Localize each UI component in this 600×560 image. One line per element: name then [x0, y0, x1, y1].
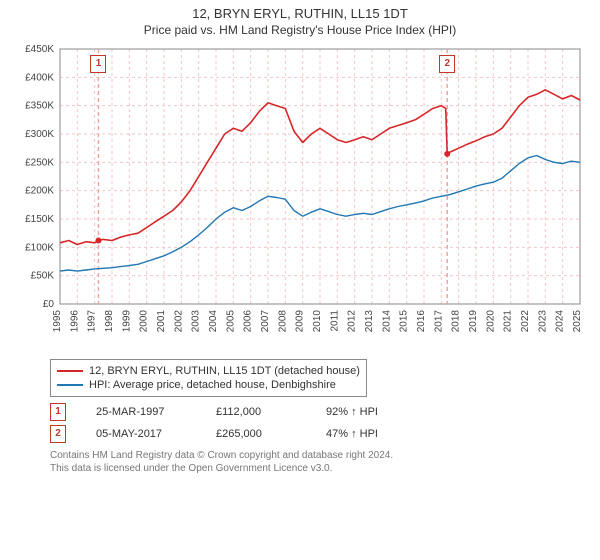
chart-title: 12, BRYN ERYL, RUTHIN, LL15 1DT Price pa… — [10, 6, 590, 37]
event-pct: 92% ↑ HPI — [326, 406, 378, 418]
svg-text:£450K: £450K — [25, 44, 54, 55]
event-marker-icon: 2 — [50, 425, 66, 443]
svg-text:2001: 2001 — [156, 310, 167, 333]
event-date: 25-MAR-1997 — [96, 406, 186, 418]
svg-text:2000: 2000 — [139, 310, 150, 333]
svg-text:2020: 2020 — [485, 310, 496, 333]
event-marker-icon: 1 — [50, 403, 66, 421]
event-row: 1 25-MAR-1997 £112,000 92% ↑ HPI — [50, 401, 590, 423]
event-pct: 47% ↑ HPI — [326, 428, 378, 440]
svg-text:1996: 1996 — [69, 310, 80, 333]
svg-text:2013: 2013 — [364, 310, 375, 333]
svg-text:2018: 2018 — [451, 310, 462, 333]
svg-text:2009: 2009 — [295, 310, 306, 333]
legend-swatch — [57, 384, 83, 386]
chart-event-marker: 1 — [90, 55, 106, 73]
event-row: 2 05-MAY-2017 £265,000 47% ↑ HPI — [50, 423, 590, 445]
footer-line-1: Contains HM Land Registry data © Crown c… — [50, 449, 590, 462]
svg-text:1997: 1997 — [87, 310, 98, 333]
svg-text:2022: 2022 — [520, 310, 531, 333]
event-price: £112,000 — [216, 406, 296, 418]
svg-text:2016: 2016 — [416, 310, 427, 333]
legend-label: 12, BRYN ERYL, RUTHIN, LL15 1DT (detache… — [89, 365, 360, 377]
svg-text:£0: £0 — [43, 299, 55, 310]
svg-text:2007: 2007 — [260, 310, 271, 333]
legend-label: HPI: Average price, detached house, Denb… — [89, 379, 336, 391]
svg-text:2014: 2014 — [381, 310, 392, 333]
footer-attribution: Contains HM Land Registry data © Crown c… — [50, 449, 590, 475]
svg-text:2019: 2019 — [468, 310, 479, 333]
svg-text:£200K: £200K — [25, 186, 54, 197]
legend-item: 12, BRYN ERYL, RUTHIN, LL15 1DT (detache… — [57, 364, 360, 378]
svg-text:2017: 2017 — [433, 310, 444, 333]
event-price: £265,000 — [216, 428, 296, 440]
price-chart-svg: £0 £50K £100K £150K £200K £250K £300K £350K £400… — [10, 43, 590, 353]
title-line-2: Price paid vs. HM Land Registry's House … — [10, 23, 590, 37]
svg-text:2012: 2012 — [347, 310, 358, 333]
svg-text:£350K: £350K — [25, 101, 54, 112]
title-line-1: 12, BRYN ERYL, RUTHIN, LL15 1DT — [10, 6, 590, 21]
event-list: 1 25-MAR-1997 £112,000 92% ↑ HPI 2 05-MA… — [50, 401, 590, 445]
svg-text:1999: 1999 — [121, 310, 132, 333]
chart-event-marker: 2 — [439, 55, 455, 73]
svg-text:£150K: £150K — [25, 214, 54, 225]
event-date: 05-MAY-2017 — [96, 428, 186, 440]
svg-text:2002: 2002 — [173, 310, 184, 333]
svg-text:2005: 2005 — [225, 310, 236, 333]
svg-text:1995: 1995 — [52, 310, 63, 333]
legend: 12, BRYN ERYL, RUTHIN, LL15 1DT (detache… — [50, 359, 367, 397]
svg-text:2015: 2015 — [399, 310, 410, 333]
svg-text:2011: 2011 — [329, 310, 340, 332]
svg-text:2003: 2003 — [191, 310, 202, 333]
legend-item: HPI: Average price, detached house, Denb… — [57, 378, 360, 392]
svg-text:2004: 2004 — [208, 310, 219, 333]
svg-text:£250K: £250K — [25, 157, 54, 168]
svg-text:£100K: £100K — [25, 242, 54, 253]
svg-text:2023: 2023 — [537, 310, 548, 333]
svg-text:2008: 2008 — [277, 310, 288, 333]
footer-line-2: This data is licensed under the Open Gov… — [50, 462, 590, 475]
svg-text:2021: 2021 — [503, 310, 514, 333]
svg-text:2010: 2010 — [312, 310, 323, 333]
svg-text:2006: 2006 — [243, 310, 254, 333]
svg-text:£300K: £300K — [25, 129, 54, 140]
svg-text:£50K: £50K — [31, 271, 55, 282]
svg-text:2024: 2024 — [555, 310, 566, 333]
svg-text:1998: 1998 — [104, 310, 115, 333]
svg-text:£400K: £400K — [25, 72, 54, 83]
legend-swatch — [57, 370, 83, 372]
svg-text:2025: 2025 — [572, 310, 583, 333]
chart-area: £0 £50K £100K £150K £200K £250K £300K £350K £400… — [10, 43, 590, 353]
